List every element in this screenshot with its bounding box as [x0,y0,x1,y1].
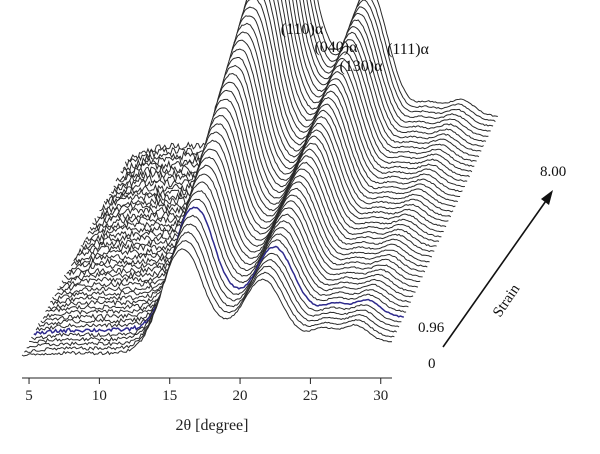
series-line [61,107,433,285]
series-line-highlight [33,206,404,336]
peak-label-130: (130)α [339,58,383,75]
x-tick-label: 15 [162,388,177,404]
peak-label-110: (110)α [281,21,324,38]
series-line [122,0,494,172]
series-line [124,0,496,168]
series-line [82,31,454,246]
strain-arrow-line [442,197,549,348]
series-line [70,72,442,267]
series-line [24,239,395,353]
strain-arrow-head [541,190,553,205]
series-line [26,231,397,349]
series-line [77,48,449,255]
series-line [38,190,409,327]
series-line [42,173,414,319]
series-line [101,0,473,212]
series-line [66,89,437,277]
strain-start-label: 0 [428,356,436,372]
series-line [21,248,393,357]
x-ticks: 5 10 15 20 25 30 [25,378,388,404]
strain-highlight-label: 0.96 [418,320,445,336]
series-line [59,114,430,289]
series-line [29,223,400,344]
x-axis-title: 2θ [degree] [176,417,249,434]
series-line [54,131,426,297]
series-line [31,214,402,341]
series-line [103,0,475,206]
strain-end-label: 8.00 [540,164,566,180]
series-line [63,98,435,280]
series-line [97,0,468,220]
series-line [108,0,480,197]
peak-labels: (110)α (040)α (130)α (111)α [281,21,430,75]
x-tick-label: 25 [303,388,318,404]
peak-label-040: (040)α [314,39,358,56]
series-line [47,156,419,311]
series-line [120,0,491,174]
series-mask [22,248,392,386]
series-line [118,0,489,182]
series-line [49,148,421,306]
series-line [75,57,447,259]
series-line [35,198,407,332]
x-tick-label: 5 [25,388,33,404]
series-line [52,139,423,302]
series-line [127,0,498,163]
peak-label-111: (111)α [387,41,429,58]
series-line [57,123,428,293]
series-line [99,0,470,216]
series-line [89,6,461,233]
series-line [80,39,452,251]
x-tick-label: 30 [373,388,388,404]
series-line [85,22,456,242]
series-line [40,181,411,324]
series-line [113,0,484,190]
series-layer [21,0,498,386]
series-line [92,0,463,229]
series-line [87,15,458,235]
x-tick-label: 10 [92,388,107,404]
series-line [45,164,416,313]
series-line [106,0,477,205]
series-line [110,0,482,195]
series-line [73,64,444,263]
x-tick-label: 20 [233,388,248,404]
strain-axis-title: Strain [490,281,524,320]
